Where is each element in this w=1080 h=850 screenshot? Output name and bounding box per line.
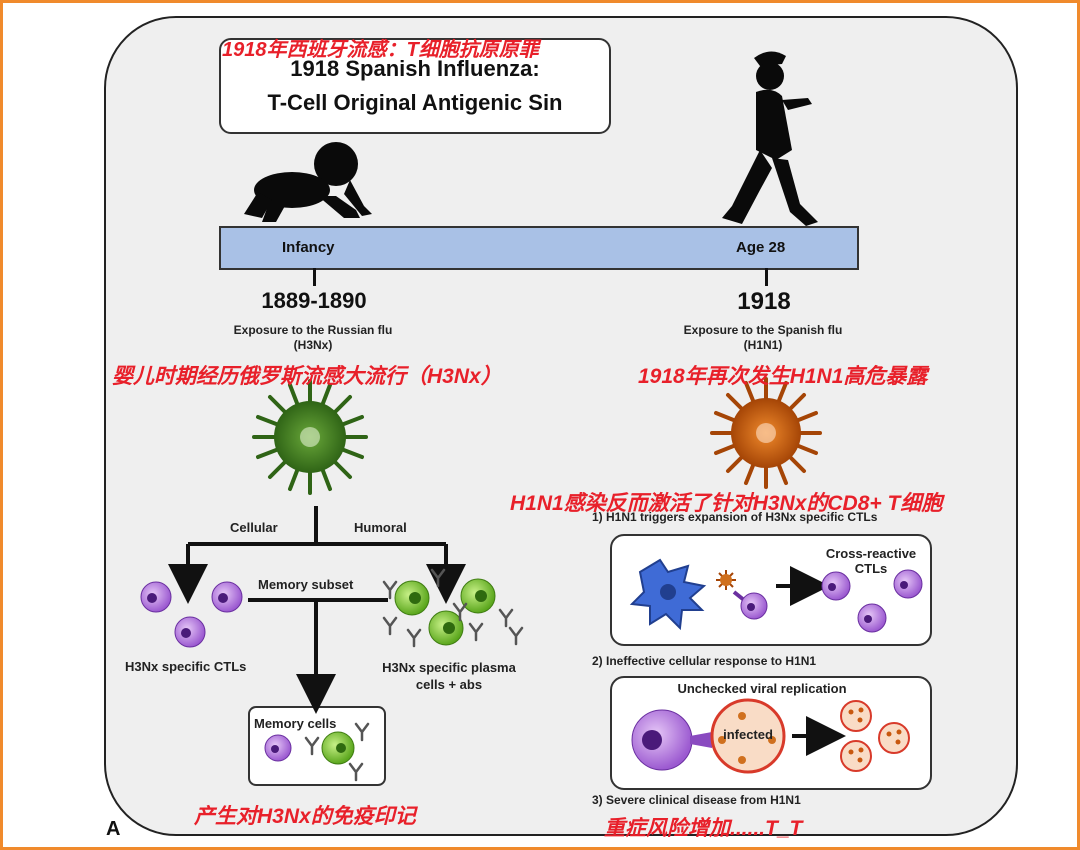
title-chinese: 1918年西班牙流感：T细胞抗原原罪 xyxy=(222,39,539,61)
branch-arrows xyxy=(168,506,466,714)
step2-graphics xyxy=(631,698,910,774)
step3-label: 3) Severe clinical disease from H1N1 xyxy=(592,793,801,807)
memory-box-cells xyxy=(264,722,370,782)
right-chinese-note: 1918年再次发生H1N1高危暴露 xyxy=(638,365,928,388)
exposure-left-strain: (H3Nx) xyxy=(293,338,333,352)
year-right: 1918 xyxy=(737,288,791,315)
right-chinese-header: H1N1感染反而激活了针对H3Nx的CD8+ T细胞 xyxy=(510,492,943,515)
title-line-1: 1918 Spanish Influenza: xyxy=(290,56,540,81)
step1-label: 1) H1N1 triggers expansion of H3Nx speci… xyxy=(592,510,878,524)
baby-silhouette-icon xyxy=(244,142,372,222)
step1-cells xyxy=(732,566,923,633)
label-cellular: Cellular xyxy=(230,520,278,535)
label-cross-reactive-2: CTLs xyxy=(854,561,888,576)
label-infected: infected xyxy=(723,727,773,742)
timeline-label-age: Age 28 xyxy=(736,239,786,256)
plasma-cells xyxy=(394,578,496,646)
dendritic-cell-icon xyxy=(629,558,707,631)
exposure-right-text: Exposure to the Spanish flu xyxy=(683,323,843,337)
panel-letter: A xyxy=(106,818,121,840)
label-ctls: H3Nx specific CTLs xyxy=(125,659,247,674)
timeline-bar xyxy=(219,226,859,270)
adult-silhouette-icon xyxy=(722,51,818,226)
label-cross-reactive-1: Cross-reactive xyxy=(825,546,917,561)
timeline-tick-left xyxy=(313,268,316,286)
antibody-icons xyxy=(382,568,524,648)
infected-cells xyxy=(840,700,910,772)
step2-label: 2) Ineffective cellular response to H1N1 xyxy=(592,654,817,668)
label-plasma-line-1: H3Nx specific plasma xyxy=(382,660,516,675)
ctl-cells xyxy=(140,581,243,648)
left-chinese-note: 婴儿时期经历俄罗斯流感大流行（H3Nx） xyxy=(112,365,502,388)
title-english: 1918 Spanish Influenza: T-Cell Original … xyxy=(219,48,611,120)
label-memory-subset: Memory subset xyxy=(258,577,354,592)
year-left: 1889-1890 xyxy=(261,288,367,313)
exposure-left: Exposure to the Russian flu (H3Nx) xyxy=(178,323,448,353)
exposure-right-strain: (H1N1) xyxy=(743,338,783,352)
title-line-2: T-Cell Original Antigenic Sin xyxy=(267,90,563,115)
right-bottom-chinese: 重症风险增加......T_T xyxy=(604,817,803,840)
label-humoral: Humoral xyxy=(354,520,407,535)
exposure-right: Exposure to the Spanish flu (H1N1) xyxy=(628,323,898,353)
label-plasma-line-2: cells + abs xyxy=(415,677,483,692)
label-plasma: H3Nx specific plasma cells + abs xyxy=(364,659,534,693)
label-cross-reactive: Cross-reactive CTLs xyxy=(806,546,936,576)
exposure-left-text: Exposure to the Russian flu xyxy=(233,323,393,337)
title-box xyxy=(219,38,611,134)
green-virus-icon xyxy=(252,379,368,495)
timeline-label-infancy: Infancy xyxy=(282,239,335,256)
memory-cells-box xyxy=(248,706,386,786)
label-memory-cells: Memory cells xyxy=(254,716,337,731)
label-unchecked: Unchecked viral replication xyxy=(677,681,847,696)
orange-virus-icon xyxy=(710,377,822,489)
timeline-tick-right xyxy=(765,268,768,286)
small-virus-icon xyxy=(716,570,736,590)
left-bottom-chinese: 产生对H3Nx的免疫印记 xyxy=(194,805,416,828)
